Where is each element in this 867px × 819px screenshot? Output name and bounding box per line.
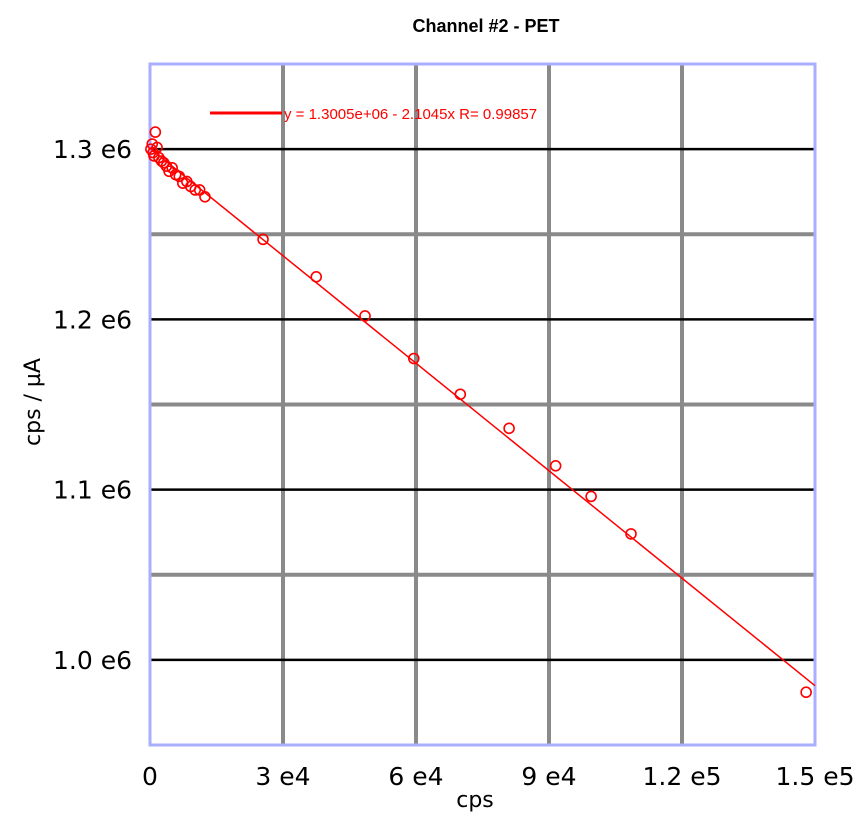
data-point: [503, 422, 515, 435]
data-point: [454, 388, 467, 401]
x-tick-label: 6 e4: [388, 762, 443, 791]
data-point: [199, 190, 211, 203]
data-point: [189, 184, 202, 196]
data-point: [359, 310, 371, 322]
y-tick-labels: 1.0 e6 1.1 e6 1.2 e6 1.3 e6: [53, 135, 132, 675]
data-point: [625, 528, 637, 540]
data-points: [145, 126, 812, 699]
chart-title: Channel #2 - PET: [412, 16, 559, 36]
grid: [150, 64, 815, 745]
fit-line: [149, 147, 816, 687]
data-point: [166, 162, 178, 174]
x-tick-label: 9 e4: [521, 762, 576, 791]
x-tick-label: 1.2 e5: [643, 762, 722, 791]
y-tick-label: 1.2 e6: [53, 305, 132, 334]
data-point: [585, 490, 597, 503]
data-point: [163, 165, 175, 178]
x-tick-label: 0: [142, 762, 158, 791]
data-point: [157, 156, 170, 169]
legend-label: y = 1.3005e+06 - 2.1045x R= 0.99857: [284, 106, 537, 123]
y-tick-label: 1.0 e6: [53, 646, 132, 675]
data-point: [549, 459, 562, 472]
plot-frame: [148, 62, 817, 747]
x-tick-labels: 0 3 e4 6 e4 9 e4 1.2 e5 1.5 e5: [142, 762, 854, 791]
y-tick-label: 1.3 e6: [53, 135, 132, 164]
data-point: [310, 271, 323, 283]
data-point: [149, 126, 162, 138]
data-point: [800, 686, 812, 699]
y-axis-label: cps / µA: [21, 358, 46, 446]
data-point: [257, 233, 269, 246]
y-tick-label: 1.1 e6: [53, 476, 132, 505]
data-point: [407, 352, 420, 365]
x-axis-label: cps: [456, 788, 494, 813]
x-tick-label: 3 e4: [255, 762, 310, 791]
x-tick-label: 1.5 e5: [776, 762, 855, 791]
